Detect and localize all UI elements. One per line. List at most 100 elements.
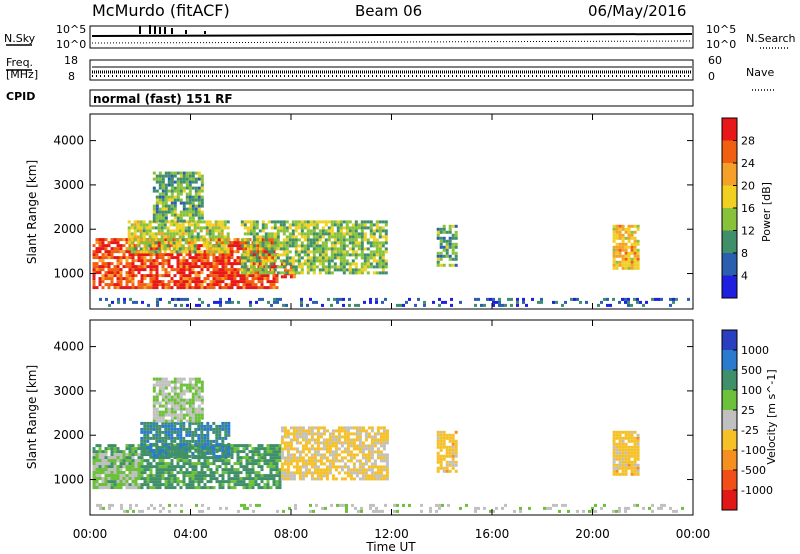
power-cell [621, 227, 625, 231]
velocity-cell [612, 436, 616, 440]
power-cell [489, 297, 492, 301]
power-cell [312, 244, 316, 248]
power-cell [633, 242, 637, 246]
power-cell [321, 253, 325, 257]
velocity-cell [146, 427, 150, 431]
velocity-cell [197, 421, 201, 425]
velocity-cell [243, 503, 246, 507]
velocity-cell [206, 445, 210, 449]
power-cell [128, 256, 132, 260]
velocity-cell [343, 447, 347, 451]
velocity-cell [215, 468, 219, 472]
velocity-cell [176, 480, 180, 484]
power-cell [182, 186, 186, 190]
power-cell [240, 268, 244, 272]
velocity-cell [307, 429, 311, 433]
power-cell [510, 303, 513, 307]
velocity-cell [191, 462, 195, 466]
power-cell [149, 271, 153, 275]
velocity-cell [209, 445, 213, 449]
velocity-cell [128, 486, 132, 489]
power-cell [227, 262, 231, 266]
velocity-cell [161, 392, 165, 396]
power-cell [432, 300, 435, 304]
velocity-cell [239, 462, 243, 466]
velocity-cell [280, 435, 284, 439]
power-cell [185, 171, 189, 175]
power-cell [477, 297, 480, 301]
velocity-cell [132, 509, 135, 513]
velocity-cell [310, 426, 314, 430]
velocity-cell [591, 506, 594, 510]
velocity-cell [295, 468, 299, 472]
velocity-cell [269, 486, 273, 490]
velocity-cell [313, 462, 317, 466]
velocity-cell [331, 438, 335, 442]
velocity-cell [301, 474, 305, 478]
power-cell [360, 271, 364, 275]
power-cell [270, 303, 273, 307]
power-cell [172, 232, 176, 236]
power-cell [324, 253, 328, 257]
power-cell [288, 235, 292, 239]
power-cell [448, 224, 452, 228]
velocity-cell [167, 454, 171, 458]
velocity-cell [101, 450, 105, 454]
velocity-cell [445, 436, 449, 440]
power-cell [215, 274, 219, 278]
power-cell [621, 266, 625, 270]
velocity-cell [627, 457, 631, 461]
velocity-cell [251, 447, 255, 451]
velocity-cell [442, 469, 446, 473]
power-cell [203, 259, 207, 263]
velocity-cell [170, 483, 174, 487]
velocity-cell [158, 377, 162, 381]
velocity-cell [283, 441, 287, 445]
power-cell [167, 274, 171, 278]
power-cell [442, 236, 446, 240]
velocity-cell [376, 429, 380, 433]
power-cell [297, 262, 301, 266]
velocity-cell [161, 424, 165, 428]
velocity-cell [331, 429, 335, 433]
velocity-cell [294, 506, 297, 510]
power-cell [249, 303, 252, 307]
velocity-cell [152, 424, 156, 428]
power-cell [245, 277, 249, 281]
power-cell [282, 244, 286, 248]
power-cell [330, 303, 333, 307]
beam-title: Beam 06 [355, 2, 422, 20]
power-cell [155, 180, 159, 184]
power-cell [615, 233, 619, 237]
velocity-cell [227, 451, 231, 455]
power-cell [381, 235, 385, 239]
power-cell [166, 229, 170, 233]
power-cell [288, 244, 292, 248]
power-cell [206, 283, 210, 287]
velocity-cell [636, 503, 639, 507]
power-cell [110, 238, 114, 242]
velocity-cell [272, 465, 276, 469]
power-cell [318, 247, 322, 251]
velocity-cell [170, 442, 174, 446]
velocity-cell [379, 435, 383, 439]
power-cell [155, 283, 159, 287]
power-cell [261, 226, 265, 230]
power-cell [170, 253, 174, 257]
velocity-cell [451, 436, 455, 440]
velocity-cell [173, 380, 177, 384]
power-cell [615, 236, 619, 240]
power-cell [297, 232, 301, 236]
power-cell [218, 253, 222, 257]
velocity-cell [236, 471, 240, 475]
power-cell [675, 297, 678, 301]
velocity-cell [155, 474, 159, 478]
power-cell [139, 238, 143, 242]
power-cell [98, 241, 102, 245]
velocity-cell [630, 460, 634, 464]
power-cell [174, 297, 177, 301]
velocity-cell [143, 433, 147, 437]
velocity-cell [179, 439, 183, 443]
velocity-cell [307, 432, 311, 436]
power-cell [133, 235, 137, 239]
